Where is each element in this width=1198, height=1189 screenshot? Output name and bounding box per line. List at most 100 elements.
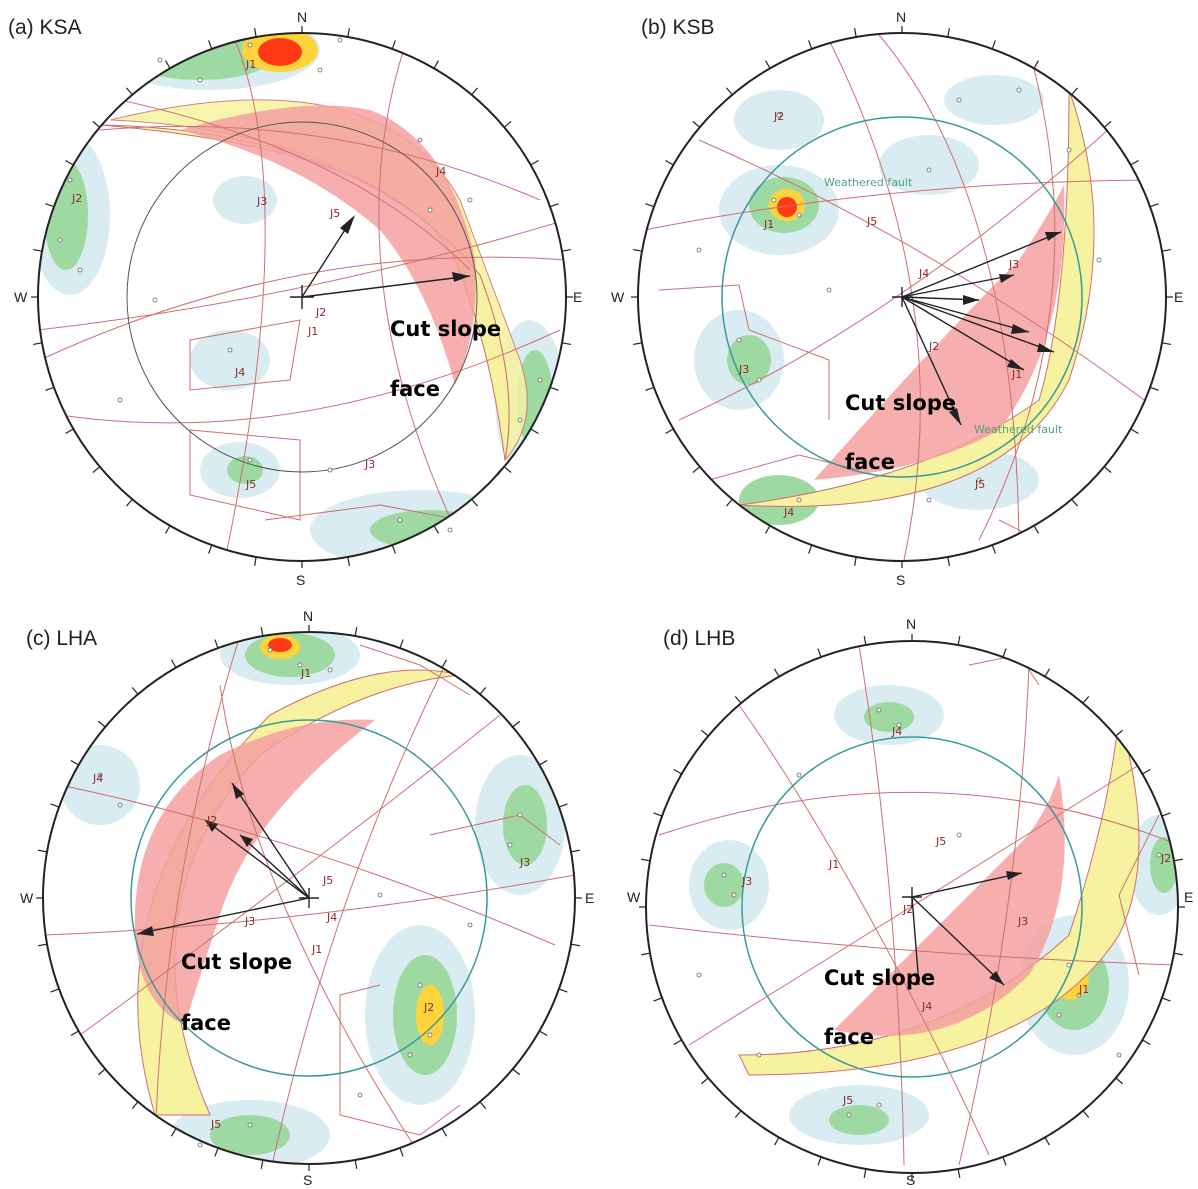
north-label: N [303,608,313,624]
degree-tick [92,121,101,128]
degree-ticks [639,634,1185,1180]
degree-tick [214,1147,219,1157]
north-label: N [297,9,307,25]
panel-title: (b) KSB [641,16,715,39]
plane-label: J1 [307,325,318,338]
plane-label: J2 [928,340,939,353]
degree-tick [170,1128,177,1137]
joint-set-label: J5 [842,1094,853,1107]
degree-tick [164,525,171,534]
degree-ticks [31,26,573,568]
joint-set-label: J4 [92,772,103,785]
degree-tick [50,988,60,993]
south-label: S [906,1172,915,1188]
degree-tick [38,943,48,947]
stereonet-lhb: N S E W J1 J2 J3 J4 J5 J5 J1 J2 J3 J4 Cu… [627,616,1193,1188]
joint-set-label: J3 [738,363,749,376]
friction-circle [741,736,1083,1078]
degree-tick [957,1168,961,1178]
degree-tick [808,544,813,554]
joint-set-label: J1 [245,58,256,71]
fault-label: Weathered fault [974,423,1063,436]
degree-tick [347,556,350,566]
degree-tick [692,121,701,128]
daylight-zone [834,775,1065,1036]
degree-tick [947,28,950,38]
south-label: S [896,572,905,588]
degree-tick [1149,386,1159,391]
degree-ticks [36,625,582,1171]
cut-slope-label: face [181,1011,231,1035]
degree-tick [45,203,55,208]
degree-tick [1149,203,1159,208]
great-circles [648,644,1178,1166]
arrow-heads [949,232,1061,425]
degree-tick [1044,668,1051,677]
degree-tick [1173,858,1183,862]
degree-tick [433,60,440,69]
degree-tick [471,498,478,507]
degree-tick [1103,466,1112,473]
degree-tick [70,759,79,766]
degree-tick [433,525,440,534]
joint-set-label: J5 [245,478,256,491]
degree-tick [214,639,219,649]
degree-tick [539,759,548,766]
plane-label: J3 [244,915,255,928]
degree-tick [1161,342,1171,345]
degree-tick [1161,249,1171,252]
joint-set-label: J5 [974,478,985,491]
degree-tick [549,203,559,208]
joint-set-label: J3 [519,856,530,869]
panel-lha: (c) LHA [0,595,599,1189]
degree-tick [700,1077,709,1085]
degree-tick [1044,1137,1051,1146]
degree-tick [665,428,674,435]
degree-tick [558,803,568,808]
degree-ticks [631,26,1173,568]
degree-tick [441,1128,448,1137]
degree-tick [1103,121,1112,128]
plane-label: J3 [1017,915,1028,928]
friction-circle [721,116,1083,478]
degree-tick [33,249,43,252]
degree-tick [773,1137,780,1146]
west-label: W [14,289,28,305]
degree-tick [653,997,663,1002]
plane-label: J3 [1008,258,1019,271]
degree-tick [38,849,48,853]
cut-slope-label: Cut slope [390,317,501,341]
plane-label: J5 [322,874,333,887]
degree-tick [764,525,771,534]
plane-label: J1 [311,943,322,956]
friction-circle [126,121,478,473]
degree-tick [1082,1110,1090,1119]
degree-tick [260,1159,264,1169]
plane-label: J4 [918,267,929,280]
degree-tick [1033,60,1040,69]
degree-tick [208,40,213,50]
degree-tick [734,1110,742,1119]
degree-tick [1082,695,1090,704]
degree-tick [479,1101,487,1110]
degree-tick [645,386,655,391]
degree-tick [391,40,396,50]
degree-tick [512,1068,521,1076]
degree-tick [260,627,264,637]
panel-ksb: (b) KSB [599,0,1198,595]
arrow-heads [989,871,1022,985]
panel-ksa: (a) KSA [0,0,599,595]
degree-tick [641,858,651,862]
plane-label: J5 [866,215,877,228]
degree-tick [1130,159,1139,166]
degree-tick [673,1039,682,1046]
cut-slope-label: face [824,1025,874,1049]
degree-tick [665,159,674,166]
degree-tick [863,636,867,646]
friction-circle [130,719,488,1077]
joint-set-label: J2 [423,1001,434,1014]
degree-tick [726,498,733,507]
degree-tick [991,40,996,50]
arrow-head [340,215,355,234]
joint-set-label: J2 [773,110,784,123]
